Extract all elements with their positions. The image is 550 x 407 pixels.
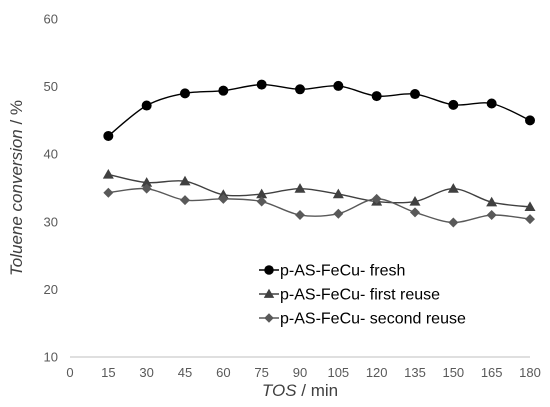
y-axis-title-italic: Toluene conversion (7, 129, 26, 276)
legend-marker (263, 288, 275, 298)
x-tick-label: 120 (366, 365, 388, 380)
data-point (486, 98, 497, 109)
series-2 (102, 168, 536, 212)
series-line (108, 173, 531, 208)
data-point (141, 100, 152, 111)
data-point (180, 195, 190, 206)
data-point (371, 91, 382, 102)
data-point (218, 85, 229, 96)
legend-label: p-AS-FeCu- second reuse (280, 311, 466, 328)
data-point (410, 207, 420, 218)
legend-marker (264, 265, 274, 275)
y-tick-label: 20 (44, 282, 58, 297)
x-tick-label: 150 (442, 365, 464, 380)
data-point (295, 84, 305, 95)
data-point (256, 188, 268, 199)
data-point (486, 210, 497, 221)
data-point (447, 183, 459, 193)
y-axis-title: Toluene conversion / % (7, 100, 26, 276)
data-point (333, 80, 344, 91)
x-axis-title: TOS / min (262, 381, 338, 400)
data-point (524, 201, 536, 212)
data-point (102, 168, 114, 179)
series-3 (103, 183, 535, 228)
series-line (108, 187, 531, 224)
legend-label: p-AS-FeCu- fresh (280, 263, 405, 280)
data-point (371, 193, 382, 204)
data-point (410, 89, 420, 100)
data-point (525, 214, 535, 225)
y-tick-label: 30 (44, 214, 58, 229)
x-tick-label: 105 (327, 365, 349, 380)
data-point (333, 208, 344, 219)
legend-item: p-AS-FeCu- first reuse (259, 287, 440, 304)
legend-label: p-AS-FeCu- first reuse (280, 287, 440, 304)
legend-marker (264, 313, 274, 323)
x-tick-labels: 0 15 30 45 60 75 90 105 120 135 150 165 180 (66, 365, 540, 380)
series-1 (103, 79, 535, 141)
y-tick-label: 10 (44, 350, 58, 365)
y-tick-labels: 10 20 30 40 50 60 (44, 12, 58, 365)
y-tick-label: 40 (44, 147, 58, 162)
data-point (448, 217, 459, 228)
data-point (141, 183, 152, 194)
data-point (103, 187, 114, 198)
data-point (486, 196, 498, 207)
x-tick-label: 15 (101, 365, 115, 380)
x-tick-label: 135 (404, 365, 426, 380)
x-tick-label: 75 (254, 365, 268, 380)
data-point (179, 175, 191, 186)
legend-item: p-AS-FeCu- fresh (259, 263, 405, 280)
data-point (525, 115, 535, 126)
data-point (256, 79, 267, 90)
data-point (409, 196, 421, 206)
y-axis-title-unit: / % (7, 100, 26, 129)
data-point (294, 183, 306, 193)
data-point (256, 196, 267, 207)
x-tick-label: 45 (178, 365, 192, 380)
x-tick-label: 90 (293, 365, 307, 380)
data-point (180, 88, 190, 99)
data-point (332, 188, 344, 199)
series-layer (102, 79, 536, 228)
y-tick-label: 50 (44, 79, 58, 94)
x-tick-label: 0 (66, 365, 73, 380)
x-tick-label: 60 (216, 365, 230, 380)
legend-item: p-AS-FeCu- second reuse (259, 311, 466, 328)
legend: p-AS-FeCu- fresh p-AS-FeCu- first reuse p-… (259, 263, 466, 328)
series-line (107, 83, 531, 137)
x-tick-label: 30 (139, 365, 153, 380)
x-tick-label: 165 (481, 365, 503, 380)
y-tick-label: 60 (44, 12, 58, 27)
data-point (141, 177, 153, 187)
data-point (295, 210, 305, 221)
data-point (103, 130, 114, 141)
x-axis-title-unit: / min (297, 381, 339, 400)
x-axis-title-italic: TOS (262, 381, 297, 400)
data-point (218, 193, 229, 204)
x-tick-label: 180 (519, 365, 541, 380)
data-point (448, 99, 459, 110)
